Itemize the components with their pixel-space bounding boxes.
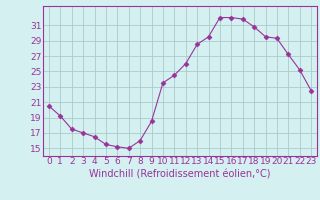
X-axis label: Windchill (Refroidissement éolien,°C): Windchill (Refroidissement éolien,°C) — [89, 169, 271, 179]
